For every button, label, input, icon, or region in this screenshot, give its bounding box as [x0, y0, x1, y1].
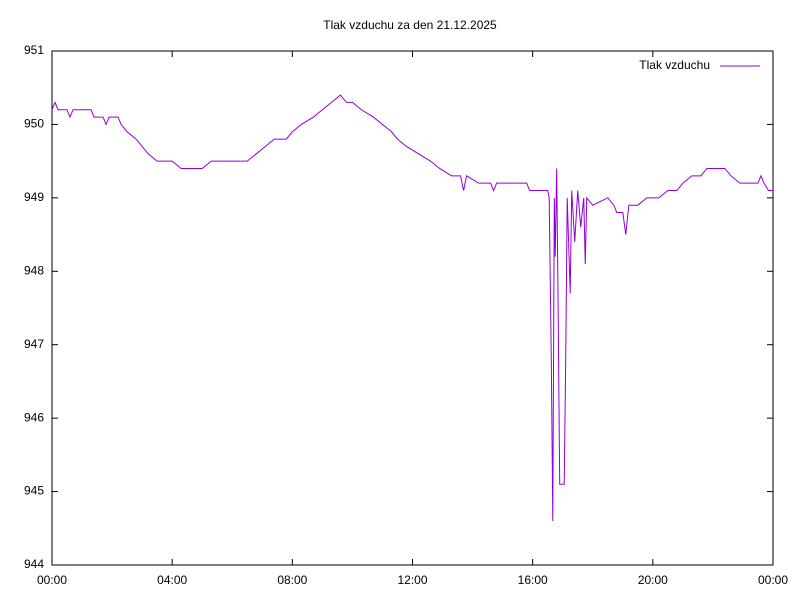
- x-tick-label: 04:00: [157, 573, 187, 587]
- x-tick-label: 20:00: [638, 573, 668, 587]
- legend-label: Tlak vzduchu: [639, 58, 710, 72]
- y-tick-label: 946: [24, 410, 44, 424]
- y-tick-label: 948: [24, 263, 44, 277]
- y-tick-label: 950: [24, 117, 44, 131]
- y-tick-label: 945: [24, 484, 44, 498]
- y-tick-label: 949: [24, 190, 44, 204]
- y-tick-label: 947: [24, 337, 44, 351]
- chart-title: Tlak vzduchu za den 21.12.2025: [323, 18, 497, 32]
- x-tick-label: 00:00: [37, 573, 67, 587]
- y-tick-label: 951: [24, 43, 44, 57]
- data-line: [51, 94, 773, 521]
- y-tick-label: 944: [24, 557, 44, 571]
- x-tick-label: 08:00: [277, 573, 307, 587]
- x-tick-label: 12:00: [397, 573, 427, 587]
- x-tick-label: 16:00: [518, 573, 548, 587]
- x-tick-label: 00:00: [758, 573, 788, 587]
